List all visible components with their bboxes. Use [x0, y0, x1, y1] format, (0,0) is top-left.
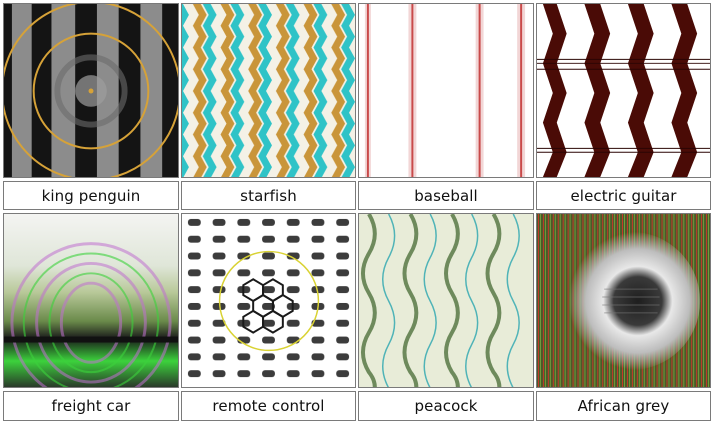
image-label-king-penguin: king penguin — [3, 181, 179, 210]
glitch-ripple-icon — [4, 214, 178, 387]
radial-grey-ring-icon — [537, 214, 710, 387]
image-label-electric-guitar: electric guitar — [536, 181, 711, 210]
image-tile-electric-guitar — [536, 3, 711, 178]
image-label-remote-control: remote control — [181, 391, 356, 421]
image-label-baseball: baseball — [358, 181, 534, 210]
image-label-freight-car: freight car — [3, 391, 179, 421]
feather-waves-icon — [359, 214, 533, 387]
image-tile-king-penguin — [3, 3, 179, 178]
image-tile-peacock — [358, 213, 534, 388]
button-dot-grid-icon — [182, 214, 355, 387]
image-label-starfish: starfish — [181, 181, 356, 210]
chevron-bands-icon — [537, 4, 710, 177]
image-label-african-grey: African grey — [536, 391, 711, 421]
image-tile-baseball — [358, 3, 534, 178]
image-tile-remote-control — [181, 213, 356, 388]
image-label-peacock: peacock — [358, 391, 534, 421]
zigzag-stripes-icon — [182, 4, 355, 177]
vertical-seam-stripes-icon — [359, 4, 533, 177]
concentric-bands-icon — [4, 4, 178, 177]
image-tile-african-grey — [536, 213, 711, 388]
image-tile-freight-car — [3, 213, 179, 388]
image-tile-starfish — [181, 3, 356, 178]
